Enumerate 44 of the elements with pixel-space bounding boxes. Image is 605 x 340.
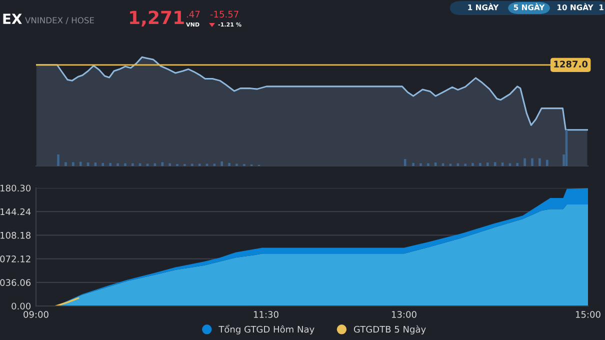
bar (531, 158, 534, 166)
bar (546, 160, 548, 166)
legend-label: Tổng GTGD Hôm Nay (218, 324, 314, 334)
text: -15.57 (210, 10, 238, 18)
bar (79, 162, 82, 166)
bar (516, 162, 518, 166)
bar (524, 158, 526, 166)
y-tick-label: 036.06 (0, 279, 31, 286)
bar (132, 163, 134, 166)
bar (404, 159, 406, 166)
x-tick-label: 15:00 (576, 311, 600, 318)
bar (161, 162, 164, 166)
bar (116, 163, 119, 166)
chart-title: EX (3, 14, 22, 24)
bar (479, 162, 482, 166)
y-tick-label: 072.12 (0, 256, 30, 262)
x-tick-label: 11:30 (254, 311, 278, 318)
bar (124, 163, 126, 166)
bar (427, 163, 430, 166)
text: 1,271 (130, 10, 184, 27)
bar (57, 154, 60, 166)
annotation: 1287.0 (554, 60, 588, 68)
text: .47 (186, 10, 200, 18)
x-tick-label: 13:00 (392, 311, 416, 318)
bar (486, 162, 489, 166)
y-tick-label: 144.24 (0, 208, 31, 216)
bar (109, 162, 112, 166)
bar (168, 163, 172, 166)
chart-subtitle: VNINDEX / HOSE (25, 17, 94, 24)
bar (102, 162, 104, 166)
bar (64, 162, 67, 166)
bar (412, 162, 414, 166)
bar (472, 162, 474, 166)
y-tick-label: 180.30 (0, 184, 31, 192)
y-tick-label: 108.18 (0, 232, 31, 239)
y-tick-label: 0.00 (12, 302, 31, 310)
legend-label: GTGDTB 5 Ngày (354, 325, 426, 334)
bar (228, 162, 230, 166)
bar (72, 162, 74, 166)
bar (420, 163, 422, 166)
bar (538, 158, 541, 166)
bar (494, 162, 496, 166)
x-tick-label: 09:00 (24, 311, 48, 318)
bar (220, 161, 223, 166)
